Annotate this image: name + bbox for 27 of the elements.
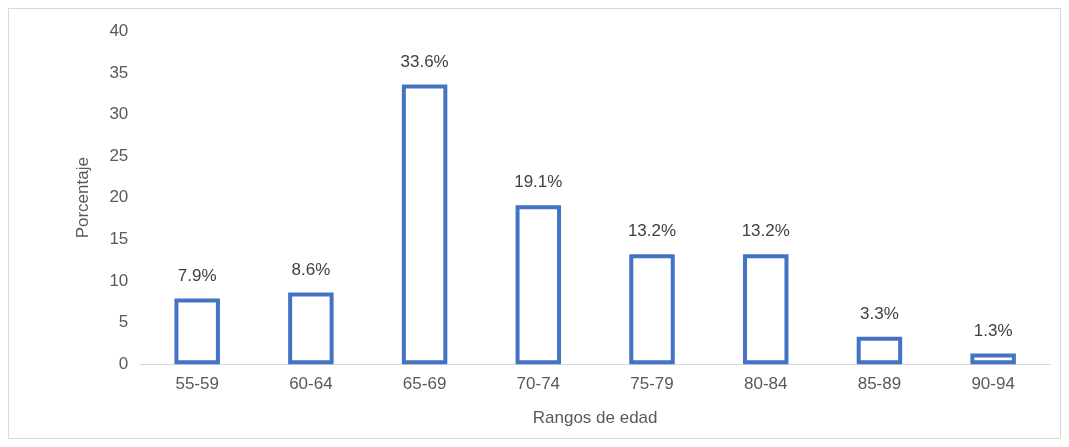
x-tick-label: 85-89 xyxy=(857,374,902,394)
x-tick-label: 75-79 xyxy=(630,374,674,394)
data-label: 3.3% xyxy=(860,303,899,323)
y-tick-label: 10 xyxy=(109,270,129,290)
x-tick-label: 90-94 xyxy=(971,374,1015,394)
data-label: 1.3% xyxy=(973,320,1013,340)
data-label: 33.6% xyxy=(400,51,449,71)
y-tick-label: 20 xyxy=(109,187,129,207)
x-tick-label: 70-74 xyxy=(516,374,561,394)
data-label: 7.9% xyxy=(177,265,217,285)
x-tick-label: 60-64 xyxy=(289,374,333,394)
y-tick-label: 35 xyxy=(109,62,129,82)
y-tick-label: 5 xyxy=(118,312,129,332)
y-tick-label: 40 xyxy=(109,20,129,40)
y-tick-label: 25 xyxy=(109,145,129,165)
x-tick-label: 55-59 xyxy=(175,374,219,394)
y-tick-label: 0 xyxy=(118,353,129,373)
y-tick-label: 30 xyxy=(109,104,129,124)
x-tick-label: 80-84 xyxy=(743,374,788,394)
data-label: 19.1% xyxy=(514,172,563,192)
x-tick-label: 65-69 xyxy=(402,374,447,394)
data-label: 13.2% xyxy=(741,221,790,241)
x-axis-title: Rangos de edad xyxy=(532,408,658,428)
y-axis-title: Porcentaje xyxy=(72,157,92,239)
y-tick-label: 15 xyxy=(109,229,129,249)
data-label: 13.2% xyxy=(627,221,677,241)
data-label: 8.6% xyxy=(291,259,331,279)
